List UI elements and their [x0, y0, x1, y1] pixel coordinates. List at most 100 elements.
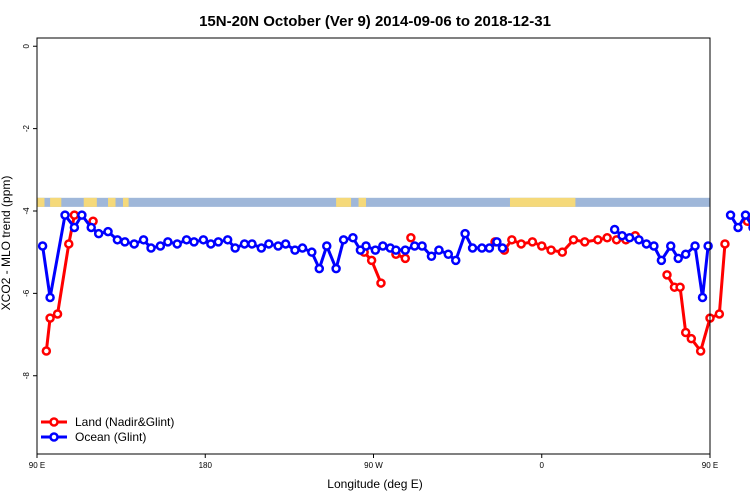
data-point — [77, 210, 87, 220]
data-point — [593, 235, 603, 245]
data-point — [409, 241, 420, 251]
data-point — [690, 241, 700, 251]
data-point — [617, 230, 627, 241]
x-tick-label: 180 — [199, 461, 213, 470]
data-point — [103, 226, 113, 237]
y-tick-label: 0 — [22, 43, 31, 48]
data-point — [665, 241, 676, 251]
y-tick-label: -6 — [22, 289, 31, 297]
data-point — [434, 245, 444, 255]
series-0 — [41, 210, 750, 356]
map-land — [37, 197, 45, 207]
data-point — [297, 243, 308, 253]
data-point — [93, 228, 104, 239]
data-point — [497, 243, 508, 253]
map-strip — [37, 197, 710, 207]
data-point — [733, 222, 743, 233]
data-point — [460, 228, 470, 239]
data-point — [451, 255, 461, 266]
data-point — [406, 233, 416, 243]
data-point — [181, 235, 192, 245]
x-tick-label: 90 W — [364, 461, 383, 470]
data-point — [378, 241, 388, 251]
data-point — [64, 239, 74, 249]
data-point — [60, 210, 70, 220]
data-point — [69, 210, 80, 220]
y-tick-label: -4 — [22, 207, 31, 215]
x-axis-label: Longitude (deg E) — [327, 477, 422, 491]
data-point — [120, 237, 130, 247]
data-point — [537, 241, 547, 251]
data-point — [198, 235, 209, 245]
map-ocean — [37, 197, 710, 207]
data-point — [213, 237, 224, 247]
data-point — [163, 237, 173, 247]
data-point — [361, 241, 371, 251]
data-point — [230, 243, 240, 253]
plot-frame — [36, 37, 711, 455]
map-land — [83, 197, 97, 207]
data-point — [256, 243, 267, 253]
data-point — [546, 245, 556, 255]
data-point — [338, 235, 349, 245]
data-point — [86, 222, 96, 233]
data-point — [172, 239, 182, 249]
data-point — [138, 235, 149, 245]
data-point — [703, 241, 713, 251]
data-point — [222, 235, 233, 245]
x-tick-label: 90 E — [702, 461, 718, 470]
data-point — [568, 235, 579, 245]
data-point — [649, 241, 659, 251]
data-point — [273, 241, 283, 251]
data-point — [307, 247, 317, 257]
map-land — [50, 197, 62, 207]
data-point — [247, 239, 257, 249]
data-point — [507, 235, 517, 245]
data-point — [602, 233, 612, 243]
data-point — [492, 237, 502, 247]
data-point — [697, 292, 708, 303]
y-tick-label: -2 — [22, 125, 31, 133]
x-axis-ticks: 90 E 180 90 W 0 90 E — [29, 454, 718, 470]
data-point — [322, 241, 332, 251]
data-point — [680, 249, 691, 259]
data-point — [484, 243, 495, 253]
data-point — [624, 233, 635, 243]
data-point — [426, 251, 437, 262]
map-land — [122, 197, 129, 207]
data-point — [391, 245, 401, 255]
data-point — [155, 241, 166, 251]
data-point — [206, 239, 216, 249]
data-point — [680, 327, 691, 338]
data-point — [376, 278, 386, 288]
y-axis-ticks: 0 -2 -4 -6 -8 — [22, 43, 37, 379]
data-point — [129, 239, 139, 249]
data-point — [714, 309, 725, 319]
legend: Land (Nadir&Glint) Ocean (Glint) — [41, 415, 174, 444]
data-point — [417, 241, 427, 251]
data-point — [656, 255, 667, 266]
data-point — [695, 346, 706, 356]
x-tick-label: 0 — [540, 461, 545, 470]
data-point — [370, 245, 381, 255]
legend-ocean-marker — [49, 432, 59, 442]
map-land — [358, 197, 367, 207]
data-point — [290, 245, 300, 255]
chart-title: 15N-20N October (Ver 9) 2014-09-06 to 20… — [199, 13, 551, 30]
data-point — [527, 237, 538, 247]
map-land — [336, 197, 352, 207]
y-axis-label: XCO2 - MLO trend (ppm) — [0, 176, 13, 311]
data-point — [331, 263, 341, 274]
data-point — [37, 241, 48, 251]
data-point — [45, 292, 55, 303]
data-point — [467, 243, 478, 253]
x-tick-label: 90 E — [29, 461, 45, 470]
y-tick-label: -8 — [22, 372, 31, 380]
data-point — [720, 239, 730, 249]
map-land — [509, 197, 576, 207]
data-point — [239, 239, 250, 249]
series-1 — [37, 210, 750, 303]
data-point — [673, 253, 683, 264]
data-point — [366, 255, 377, 266]
